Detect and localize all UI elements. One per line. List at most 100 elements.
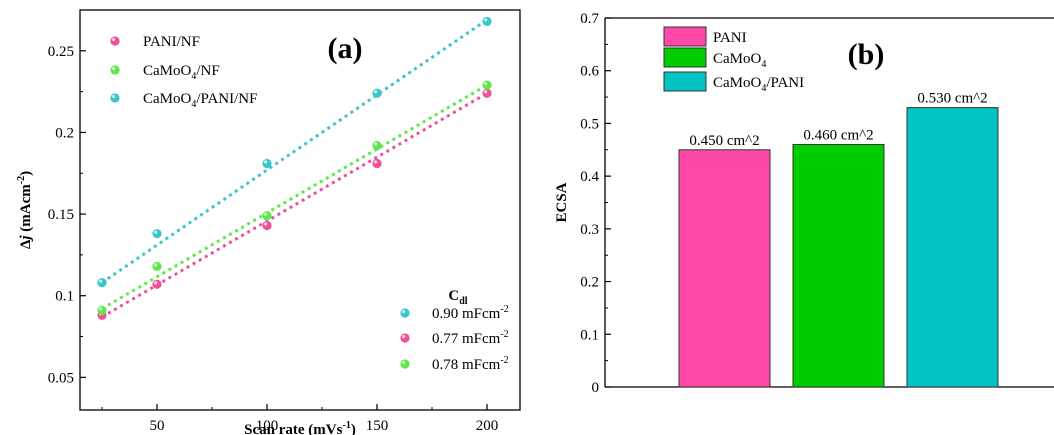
x-tick-label: 150: [366, 418, 389, 434]
legend-entry-label: CaMoO4/PANI: [713, 75, 804, 94]
panel-b-bar-chart: 0 0.1 0.2 0.3 0.4 0.5 0.6 0.7 ECSA (b) 0.450 cm^2 0…: [554, 11, 1054, 396]
data-point-series-0: [372, 158, 382, 169]
data-point-series-2-highlight: [154, 230, 158, 234]
data-point-series-1: [482, 80, 492, 90]
data-point-series-0-highlight: [154, 281, 158, 285]
data-point-series-1: [262, 211, 272, 221]
data-point-series-0: [152, 279, 162, 289]
data-point-series-1: [372, 140, 382, 151]
y-tick-label: 0.1: [580, 327, 599, 343]
bar-value-label: 0.530 cm^2: [917, 91, 987, 107]
x-axis-title: Scan rate (mVs-1): [244, 420, 356, 435]
data-point-series-1-highlight: [264, 212, 268, 216]
data-point-series-1-body: [262, 211, 272, 221]
data-point-series-1: [152, 261, 162, 271]
legend-marker: [110, 65, 120, 75]
y-tick-label: 0.7: [580, 11, 599, 27]
bar-value-label: 0.450 cm^2: [689, 133, 759, 149]
data-point-series-1-highlight: [484, 82, 488, 86]
data-point-series-2: [97, 278, 107, 288]
data-point-series-2: [482, 16, 492, 27]
cdl-legend-title: Cdl: [448, 288, 467, 307]
legend-entry-label: PANI: [713, 30, 747, 46]
data-point-series-2-highlight: [484, 18, 488, 22]
data-point-series-1-highlight: [99, 307, 103, 311]
fit-line-series-1: [101, 83, 488, 311]
x-tick-label: 100: [256, 418, 279, 434]
bar-2: [906, 107, 999, 388]
panel-label-b: (b): [848, 38, 885, 71]
data-point-series-1-body: [372, 140, 382, 151]
panel-a-scatter-chart: 50 100 150 200 0.05 0.1 0.15 0.2 0.25 Scan rate (…: [16, 9, 521, 435]
legend-swatch: [663, 47, 707, 68]
y-tick-label: 0.1: [55, 289, 74, 305]
data-point-series-1-body: [482, 80, 492, 90]
y-tick-label: 0: [592, 380, 600, 396]
y-tick-label: 0.5: [580, 116, 599, 132]
legend-marker-body: [110, 36, 120, 46]
y-tick-label: 0.2: [55, 125, 74, 141]
data-point-series-0-highlight: [374, 160, 378, 164]
y-tick-label: 0.6: [580, 64, 599, 80]
legend-marker-highlight: [112, 37, 116, 42]
data-point-series-0-body: [482, 88, 492, 98]
data-point-series-2: [152, 229, 162, 239]
legend-marker-body: [110, 65, 120, 75]
bar-value-label: 0.460 cm^2: [803, 128, 873, 144]
cdl-legend-marker: [400, 308, 410, 318]
legend-marker: [110, 36, 120, 46]
legend-entry-label: CaMoO4/PANI/NF: [143, 91, 257, 110]
cdl-legend-marker-body: [400, 333, 410, 343]
fit-line-series-2: [101, 18, 488, 284]
cdl-legend-marker-body: [400, 359, 410, 369]
data-point-series-0-body: [152, 279, 162, 289]
data-point-series-2-body: [152, 229, 162, 239]
fit-line-series-0: [101, 91, 488, 319]
legend-swatch: [663, 71, 707, 92]
x-tick-label: 50: [150, 418, 165, 434]
cdl-legend-label: 0.78 mFcm-2: [432, 355, 509, 373]
bar-1: [792, 144, 885, 388]
bar-0: [678, 149, 771, 388]
legend-marker: [110, 93, 120, 103]
legend-entry-label: PANI/NF: [143, 34, 200, 50]
data-point-series-0-body: [372, 158, 382, 169]
y-tick-label: 0.15: [48, 207, 74, 223]
legend-marker-body: [110, 93, 120, 103]
y-tick-label: 0.2: [580, 275, 599, 291]
legend-marker-highlight: [112, 66, 116, 71]
cdl-legend-marker-highlight: [402, 360, 406, 365]
data-point-series-1-highlight: [374, 142, 378, 146]
data-point-series-2-body: [97, 278, 107, 288]
cdl-legend-label: 0.77 mFcm-2: [432, 329, 509, 347]
y-tick-label: 0.3: [580, 222, 599, 238]
y-tick-label: 0.4: [580, 169, 599, 185]
panel-label-a: (a): [328, 32, 363, 65]
data-point-series-0-highlight: [484, 90, 488, 94]
cdl-legend-marker-body: [400, 308, 410, 318]
y-tick-label: 0.05: [48, 370, 74, 386]
data-point-series-2-body: [482, 16, 492, 27]
cdl-legend-marker: [400, 333, 410, 343]
legend-swatch: [663, 26, 707, 47]
plot-frame: [79, 9, 521, 411]
cdl-legend-marker-highlight: [402, 334, 406, 339]
data-point-series-0: [262, 220, 272, 231]
cdl-legend-label: 0.90 mFcm-2: [432, 304, 509, 322]
data-point-series-2-highlight: [264, 160, 268, 164]
data-point-series-2-highlight: [99, 279, 103, 283]
legend-entry-label: CaMoO4/NF: [143, 63, 220, 82]
data-point-series-0-body: [262, 220, 272, 231]
cdl-legend-marker-highlight: [402, 309, 406, 314]
legend-marker-highlight: [112, 94, 116, 99]
data-point-series-1-body: [97, 305, 107, 316]
data-point-series-2-body: [262, 158, 272, 169]
data-point-series-1-body: [152, 261, 162, 271]
data-point-series-2-body: [372, 88, 382, 98]
data-point-series-0: [482, 88, 492, 98]
y-axis-title: ECSA: [554, 182, 570, 222]
data-point-series-0-highlight: [264, 222, 268, 226]
y-axis-title: Δj (mAcm-2): [16, 171, 34, 249]
data-point-series-2: [262, 158, 272, 169]
